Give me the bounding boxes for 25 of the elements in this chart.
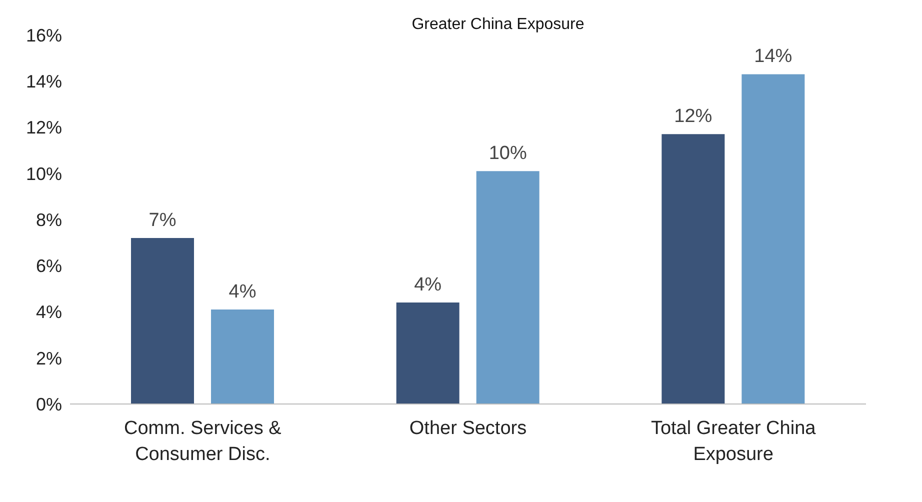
chart-title: Greater China Exposure: [412, 16, 584, 33]
y-tick-label: 6%: [36, 256, 62, 276]
y-tick-label: 14%: [26, 72, 62, 92]
bar: [476, 171, 540, 404]
y-tick-label: 2%: [36, 348, 62, 368]
data-label: 4%: [414, 274, 442, 296]
y-tick-label: 12%: [26, 118, 62, 138]
data-label: 10%: [488, 143, 527, 164]
bar: [662, 134, 725, 404]
y-tick-label: 8%: [36, 210, 62, 230]
y-tick-label: 0%: [36, 394, 62, 414]
data-label: 7%: [148, 210, 176, 231]
y-tick-label: 16%: [26, 25, 62, 46]
data-label: 4%: [228, 281, 256, 302]
bar: [211, 309, 274, 404]
y-tick-label: 10%: [26, 164, 62, 184]
bar: [742, 74, 805, 404]
bar: [131, 238, 194, 404]
bar: [396, 302, 460, 404]
data-label: 12%: [674, 106, 712, 128]
data-label: 14%: [754, 46, 792, 68]
x-tick-label: Comm. Services & Consumer Disc.: [124, 418, 282, 465]
y-tick-label: 4%: [36, 302, 62, 322]
x-tick-label: Total Greater China Exposure: [650, 418, 816, 465]
x-tick-label: Other Sectors: [409, 418, 527, 439]
